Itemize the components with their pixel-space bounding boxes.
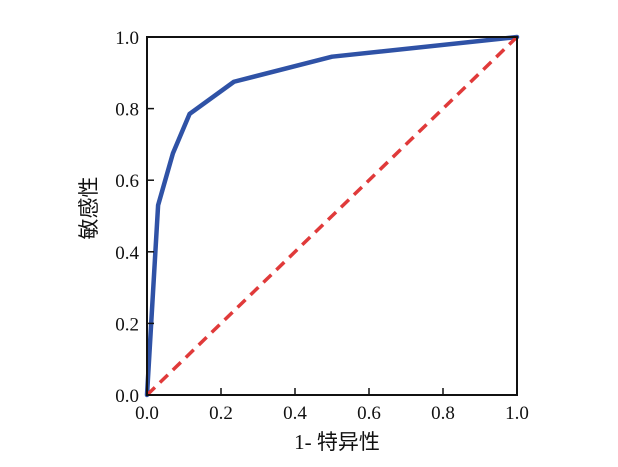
y-tick-label: 0.6 [115, 171, 139, 192]
tick-layer: 0.0 0.2 0.4 0.6 0.8 1.0 0.0 0.2 0.4 0.6 0.8 1.0 [115, 28, 529, 424]
reference-diagonal-line [145, 35, 519, 397]
roc-curve-line [144, 34, 520, 398]
x-tick-label: 0.4 [283, 403, 307, 424]
x-axis-title: 1- 特异性 [294, 430, 380, 454]
y-tick-label: 0.2 [115, 314, 139, 335]
x-tick-label: 0.8 [431, 403, 455, 424]
y-axis-title: 敏感性 [77, 177, 101, 240]
y-tick-label: 0.8 [115, 100, 139, 121]
y-tick-label: 0.4 [115, 243, 139, 264]
series-layer [144, 34, 520, 398]
y-tick-label: 1.0 [115, 28, 139, 49]
x-tick-label: 1.0 [505, 403, 529, 424]
y-tick-label: 0.0 [115, 386, 139, 407]
plot-frame [146, 36, 518, 396]
x-tick-label: 0.6 [357, 403, 381, 424]
x-tick-label: 0.0 [135, 403, 159, 424]
x-tick-label: 0.2 [209, 403, 233, 424]
